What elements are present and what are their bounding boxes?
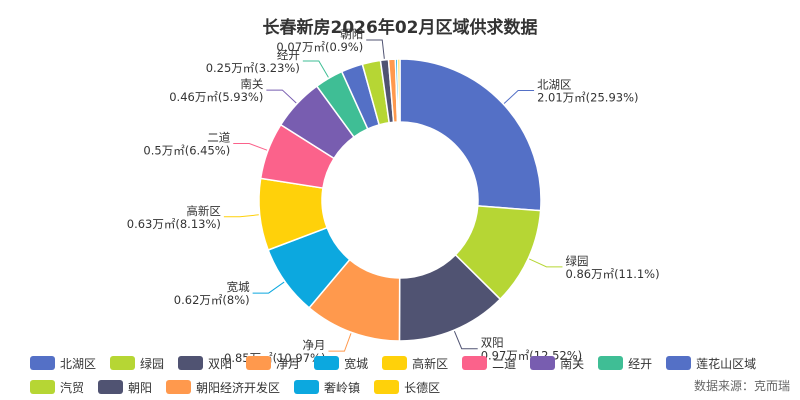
slice-label-1-1: 0.86万㎡(11.1%): [565, 267, 659, 281]
slice-label-7-1: 0.46万㎡(5.93%): [169, 90, 263, 104]
leader-line-5: [223, 214, 259, 218]
legend-label: 朝阳: [128, 380, 153, 395]
legend-swatch: [98, 380, 124, 394]
legend-swatch: [314, 356, 340, 370]
legend-item-7[interactable]: 南关: [530, 354, 584, 372]
slice-label-6-1: 0.5万㎡(6.45%): [143, 144, 230, 158]
legend-item-8[interactable]: 经开: [598, 354, 652, 372]
chart-title: 长春新房2026年02月区域供求数据: [263, 17, 538, 38]
legend: 北湖区 绿园 双阳 净月 宽城 高新区 二道 南关 经开 莲花山区域汽贸 朝阳 朝阳经济开发区 奢岭镇 长…: [30, 354, 770, 396]
legend-swatch: [30, 356, 55, 370]
legend-swatch: [382, 356, 408, 370]
leader-line-7: [266, 89, 297, 104]
legend-swatch: [462, 356, 488, 370]
slice-label-1-0: 绿园: [565, 254, 588, 268]
legend-swatch: [294, 380, 320, 394]
legend-item-14[interactable]: 长德区: [374, 378, 440, 396]
legend-item-13[interactable]: 奢岭镇: [294, 378, 360, 396]
leader-line-4: [252, 281, 285, 294]
legend-swatch: [530, 356, 556, 370]
slice-label-5-1: 0.63万㎡(8.13%): [127, 217, 221, 231]
slice-label-8-1: 0.25万㎡(3.23%): [206, 61, 300, 75]
legend-item-2[interactable]: 双阳: [178, 354, 232, 372]
legend-item-9[interactable]: 莲花山区域: [666, 354, 756, 372]
legend-label: 朝阳经济开发区: [196, 380, 281, 395]
legend-label: 高新区: [412, 356, 449, 371]
legend-swatch: [666, 356, 692, 370]
slice-label-6-0: 二道: [207, 131, 230, 145]
leader-line-6: [233, 143, 268, 151]
legend-label: 二道: [492, 356, 517, 371]
legend-label: 北湖区: [60, 356, 97, 371]
legend-swatch: [178, 356, 204, 370]
legend-swatch: [598, 356, 624, 370]
slice-label-0-0: 北湖区: [537, 78, 572, 92]
legend-label: 南关: [560, 356, 585, 371]
leader-line-0: [503, 90, 535, 104]
leader-line-1: [528, 258, 563, 268]
legend-swatch: [374, 380, 400, 394]
leader-line-8: [302, 60, 329, 78]
slice-label-3-0: 净月: [302, 338, 325, 352]
slice-label-2-0: 双阳: [481, 336, 504, 350]
slice-label-2-1: 0.97万㎡(12.52%): [481, 349, 582, 363]
legend-label: 长德区: [404, 380, 441, 395]
legend-label: 奢岭镇: [324, 380, 361, 395]
legend-item-5[interactable]: 高新区: [382, 354, 448, 372]
label-lines-group: [223, 39, 563, 352]
legend-label: 宽城: [344, 356, 369, 371]
legend-item-1[interactable]: 绿园: [110, 354, 164, 372]
legend-swatch: [110, 356, 136, 370]
legend-item-0[interactable]: 北湖区: [30, 354, 96, 372]
legend-label: 莲花山区域: [696, 356, 757, 371]
data-source: 数据来源：克而瑞: [693, 379, 790, 393]
legend-item-11[interactable]: 朝阳: [98, 378, 152, 396]
slice-label-4-1: 0.62万㎡(8%): [174, 293, 250, 307]
legend-item-3[interactable]: 净月: [246, 354, 300, 372]
leader-line-2: [453, 330, 478, 350]
slice-label-4-0: 宽城: [227, 280, 250, 294]
legend-item-6[interactable]: 二道: [462, 354, 516, 372]
legend-item-10[interactable]: 汽贸: [30, 378, 84, 396]
legend-label: 汽贸: [60, 380, 85, 395]
legend-swatch: [246, 356, 272, 370]
legend-label: 净月: [276, 356, 301, 371]
slice-label-11-1: 0.07万㎡(0.9%): [276, 40, 363, 54]
leader-line-11: [366, 39, 385, 59]
slice-label-8-0: 经开: [277, 48, 300, 62]
slices-group: [258, 58, 542, 342]
legend-item-12[interactable]: 朝阳经济开发区: [166, 378, 280, 396]
legend-label: 绿园: [140, 356, 165, 371]
legend-label: 经开: [628, 356, 653, 371]
legend-swatch: [166, 380, 192, 394]
slice-label-7-0: 南关: [240, 77, 263, 91]
legend-item-4[interactable]: 宽城: [314, 354, 368, 372]
legend-swatch: [30, 380, 55, 394]
leader-line-3: [328, 333, 352, 352]
slice-0[interactable]: [399, 58, 542, 212]
slice-label-5-0: 高新区: [186, 204, 221, 218]
slice-14[interactable]: [396, 58, 401, 123]
slice-label-11-0: 朝阳: [340, 27, 363, 41]
legend-label: 双阳: [208, 356, 233, 371]
slice-label-0-1: 2.01万㎡(25.93%): [537, 91, 638, 105]
